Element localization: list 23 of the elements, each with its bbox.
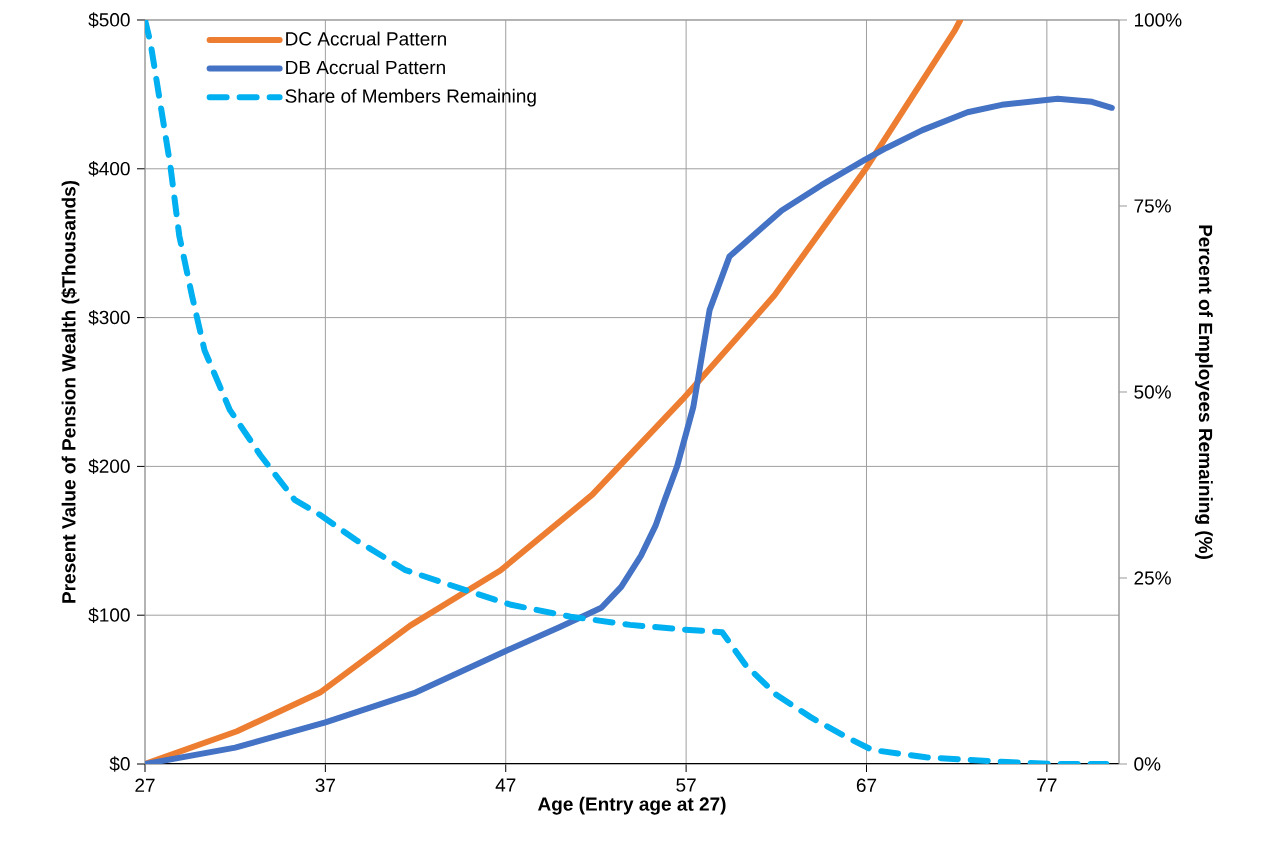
legend-label: DC Accrual Pattern [286,31,446,46]
x-tick-label: 77 [1037,778,1057,792]
x-tick-label: 57 [676,778,696,792]
x-tick-label: 47 [495,778,516,792]
y2-tick-label: 75% [1134,199,1171,213]
y2-tick-label: 25% [1134,571,1171,585]
x-tick-label: 27 [135,778,155,792]
y2-tick-label: 0% [1134,757,1161,771]
x-tick-label: 67 [856,778,877,792]
y-tick-label: $200 [88,458,130,475]
x-tick-label: 37 [315,778,335,792]
y-tick-label: $0 [109,756,130,772]
y-tick-label: $400 [88,161,130,177]
y-axis-title: Present Value of Pension Wealth ($Thousands) [61,180,80,603]
y2-tick-label: 50% [1134,385,1171,399]
legend-label: DB Accrual Pattern [286,60,445,75]
y-tick-label: $500 [88,12,130,28]
y2-tick-label: 100% [1134,13,1182,27]
y-tick-label: $100 [88,607,130,623]
legend-label: Share of Members Remaining [285,88,536,107]
y2-axis-title: Percent of Employees Remaining (%) [1195,225,1213,559]
x-axis-title: Age (Entry age at 27) [537,796,726,815]
y-tick-label: $300 [88,309,130,326]
